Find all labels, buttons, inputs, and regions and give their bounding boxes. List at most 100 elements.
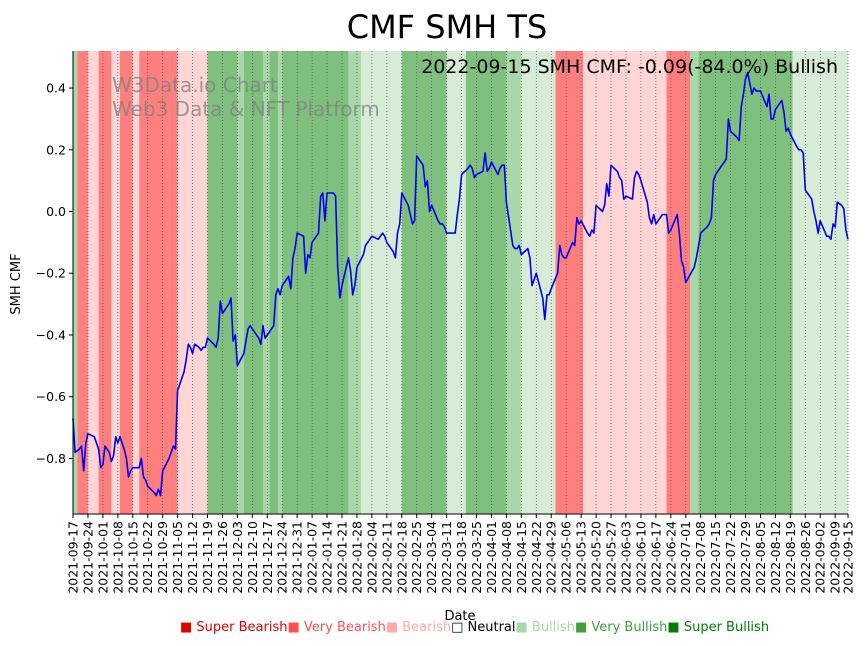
x-tick-label: 2021-12-24 <box>275 521 290 594</box>
regime-band-bearish <box>111 51 120 514</box>
x-tick-label: 2022-03-25 <box>469 521 484 594</box>
regime-band-very-bearish <box>119 51 133 514</box>
legend-item-bearish: ■ Bearish <box>385 620 452 635</box>
regime-band-very-bullish <box>243 51 264 514</box>
x-tick-label: 2021-11-26 <box>215 521 230 594</box>
regime-band-very-bearish <box>77 51 88 514</box>
legend-item-neutral: □ Neutral <box>451 620 516 635</box>
regime-band-very-bullish <box>465 51 507 514</box>
status-annotation: 2022-09-15 SMH CMF: -0.09(-84.0%) Bullis… <box>421 56 838 78</box>
x-tick-label: 2022-08-19 <box>783 521 798 594</box>
x-tick-label: 2021-12-31 <box>290 521 305 594</box>
regime-band-bullish <box>263 51 270 514</box>
y-axis-label: SMH CMF <box>9 253 24 314</box>
y-axis-ticks: −0.8 −0.6 −0.4 −0.2 0.0 0.2 0.4 <box>36 81 73 466</box>
x-tick-label: 2022-09-15 <box>841 521 856 594</box>
watermark: W3Data.io Chart Web3 Data & NFT Platform <box>112 73 380 121</box>
y-tick-label: −0.8 <box>36 451 66 466</box>
x-tick-label: 2022-03-18 <box>454 521 469 594</box>
x-tick-label: 2022-05-06 <box>559 521 574 594</box>
chart-title: CMF SMH TS <box>347 8 548 46</box>
x-tick-label: 2021-10-29 <box>155 521 170 594</box>
x-tick-label: 2022-07-29 <box>738 521 753 594</box>
x-tick-label: 2021-10-15 <box>125 521 140 594</box>
legend-item-super-bearish: ■ Super Bearish <box>180 620 288 635</box>
cmf-line <box>72 71 849 497</box>
x-tick-label: 2022-06-10 <box>633 521 648 594</box>
x-tick-label: 2022-09-09 <box>828 521 843 594</box>
legend-item-bullish: ■ Bullish <box>515 620 575 635</box>
x-tick-label: 2022-04-15 <box>514 521 529 594</box>
vertical-gridlines <box>72 51 849 514</box>
x-tick-label: 2021-09-17 <box>66 521 81 594</box>
regime-band-very-bearish <box>139 51 170 514</box>
axes <box>72 51 848 515</box>
regime-band-very-bearish <box>666 51 691 514</box>
legend-item-very-bullish: ■ Very Bullish <box>574 620 668 635</box>
x-tick-label: 2022-04-22 <box>529 521 544 594</box>
x-tick-label: 2022-05-20 <box>589 521 604 594</box>
x-tick-label: 2021-09-24 <box>80 521 95 594</box>
x-tick-label: 2022-02-11 <box>379 521 394 594</box>
x-tick-label: 2022-03-11 <box>439 521 454 594</box>
x-tick-label: 2021-11-19 <box>200 521 215 594</box>
x-tick-label: 2022-07-15 <box>708 521 723 594</box>
regime-band-bullish <box>73 51 78 514</box>
cmf-line-series <box>72 71 849 497</box>
x-tick-label: 2022-06-24 <box>663 521 678 594</box>
x-axis-ticks: 2021-09-17 2021-09-24 2021-10-01 2021-10-08… <box>66 514 856 594</box>
x-tick-label: 2022-05-27 <box>604 521 619 594</box>
x-tick-label: 2021-12-17 <box>260 521 275 594</box>
regime-band-bearish <box>87 51 99 514</box>
x-tick-label: 2022-07-22 <box>723 521 738 594</box>
watermark-line-1: W3Data.io Chart <box>112 73 278 97</box>
regime-band-bullish <box>506 51 522 514</box>
x-tick-label: 2022-05-13 <box>574 521 589 594</box>
x-tick-label: 2021-10-08 <box>110 521 125 594</box>
regime-band-neutral-green <box>361 51 402 514</box>
x-tick-label: 2022-02-25 <box>409 521 424 594</box>
x-tick-label: 2022-01-28 <box>349 521 364 594</box>
x-tick-label: 2022-06-17 <box>648 521 663 594</box>
x-tick-label: 2022-02-04 <box>364 521 379 594</box>
x-tick-label: 2022-06-03 <box>618 521 633 594</box>
y-tick-label: 0.2 <box>46 142 66 157</box>
x-tick-label: 2021-10-01 <box>95 521 110 594</box>
x-tick-label: 2021-12-03 <box>230 521 245 594</box>
regime-band-bullish <box>277 51 283 514</box>
y-tick-label: −0.6 <box>36 389 66 404</box>
x-tick-label: 2022-07-01 <box>678 521 693 594</box>
x-tick-label: 2022-01-14 <box>320 521 335 594</box>
y-tick-label: −0.2 <box>36 266 66 281</box>
x-tick-label: 2022-09-02 <box>813 521 828 594</box>
regime-band-very-bullish <box>269 51 278 514</box>
x-tick-label: 2022-04-08 <box>499 521 514 594</box>
legend: ■ Super Bearish■ Very Bearish■ Bearish□ … <box>180 620 769 635</box>
x-tick-label: 2022-08-05 <box>753 521 768 594</box>
x-tick-label: 2022-02-18 <box>394 521 409 594</box>
x-tick-label: 2022-04-29 <box>544 521 559 594</box>
x-tick-label: 2022-07-08 <box>693 521 708 594</box>
x-tick-label: 2021-11-05 <box>170 521 185 594</box>
x-tick-label: 2022-08-26 <box>798 521 813 594</box>
regime-band-neutral-green <box>446 51 466 514</box>
regime-band-very-bullish <box>282 51 349 514</box>
legend-item-super-bullish: ■ Super Bullish <box>667 620 770 635</box>
y-tick-label: 0.0 <box>46 204 66 219</box>
x-tick-label: 2021-12-10 <box>245 521 260 594</box>
regime-band-bullish <box>690 51 699 514</box>
regime-band-very-bearish <box>169 51 178 514</box>
x-tick-label: 2022-04-01 <box>484 521 499 594</box>
regime-band-bearish <box>132 51 140 514</box>
watermark-line-2: Web3 Data & NFT Platform <box>112 97 380 121</box>
y-tick-label: −0.4 <box>36 327 66 342</box>
regime-band-very-bullish <box>401 51 447 514</box>
regime-band-bearish <box>583 51 667 514</box>
x-tick-label: 2022-03-04 <box>424 521 439 594</box>
x-axis-label: Date <box>444 609 475 624</box>
x-tick-label: 2021-10-22 <box>140 521 155 594</box>
y-tick-label: 0.4 <box>46 81 66 96</box>
regime-band-bullish <box>237 51 244 514</box>
legend-item-very-bearish: ■ Very Bearish <box>287 620 386 635</box>
